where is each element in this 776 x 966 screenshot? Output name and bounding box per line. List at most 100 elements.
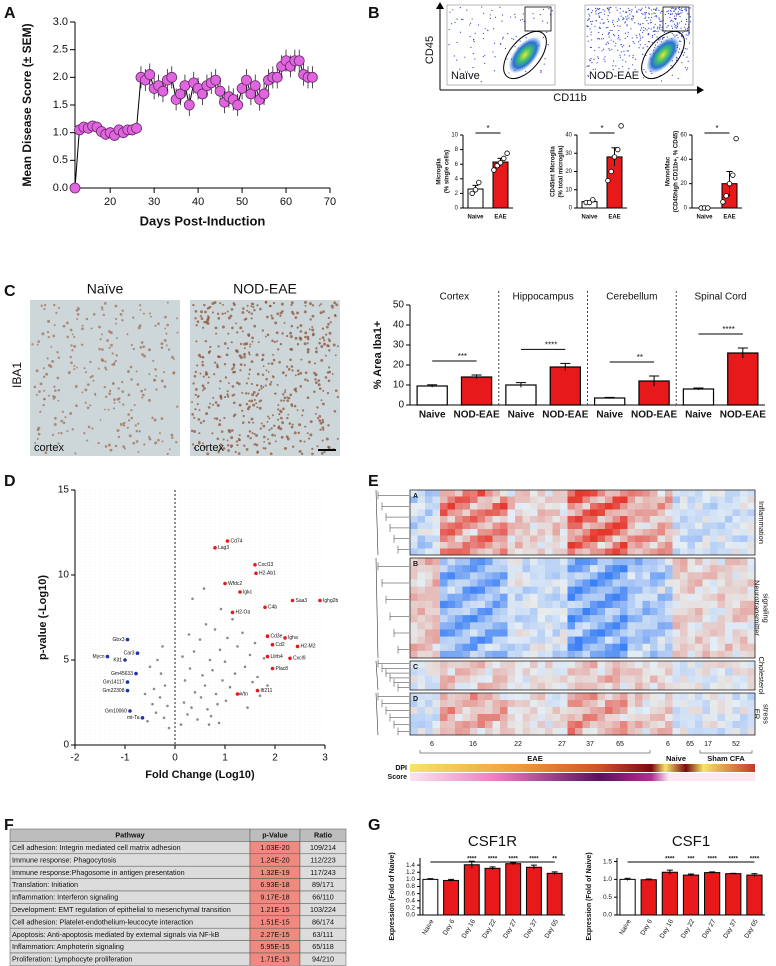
heatmap-cell <box>740 615 748 623</box>
heatmap-cell <box>537 509 546 517</box>
stain-dot <box>271 375 274 378</box>
stain-dot <box>90 327 93 330</box>
heatmap-cell <box>522 622 531 630</box>
heatmap-cell <box>432 707 441 715</box>
stain-dot <box>285 365 289 368</box>
heatmap-cell <box>462 643 471 652</box>
heatmap-cell <box>492 572 501 580</box>
heatmap-cell <box>560 661 568 669</box>
stain-dot <box>215 332 218 335</box>
flow-event <box>658 39 660 41</box>
heatmap-cell <box>552 503 561 510</box>
heatmap-cell <box>597 548 606 556</box>
stain-dot <box>286 416 289 420</box>
stain-dot <box>243 352 246 356</box>
heatmap-cell <box>612 522 621 530</box>
stain-dot <box>299 324 303 327</box>
heatmap-cell <box>462 586 471 595</box>
heatmap-cell <box>612 728 621 736</box>
heatmap-cell <box>710 522 718 530</box>
data-point <box>723 193 729 199</box>
annotation-bar <box>410 773 755 781</box>
heatmap-cell <box>440 661 448 669</box>
heatmap-cell <box>635 565 643 573</box>
x-tick-label: Day 37 <box>722 918 739 940</box>
heatmap-cell <box>567 600 576 609</box>
flow-event <box>474 32 476 35</box>
flow-event <box>676 57 678 59</box>
heatmap-cell <box>695 529 703 536</box>
table-text: 1.51E-15 <box>260 917 289 926</box>
flow-event <box>602 22 605 24</box>
point <box>196 718 199 721</box>
heatmap-cell <box>717 522 726 530</box>
heatmap-cell <box>605 643 613 652</box>
heatmap-cell <box>462 622 471 630</box>
heatmap-cell <box>710 593 718 602</box>
heatmap-cell <box>747 496 756 504</box>
stain-dot <box>201 360 204 364</box>
heatmap-cell <box>530 629 538 637</box>
heatmap-cell <box>650 572 658 580</box>
bar <box>746 874 763 916</box>
heatmap-cell <box>417 675 426 684</box>
heatmap-cell <box>665 516 673 523</box>
flow-event <box>667 25 669 27</box>
heatmap-cell <box>747 535 756 543</box>
point <box>186 713 189 716</box>
cluster-box <box>409 692 756 736</box>
flow-event <box>620 51 622 53</box>
heatmap-cell <box>627 668 636 676</box>
heatmap-cell <box>507 593 516 602</box>
flow-event <box>511 37 513 40</box>
flow-event <box>611 21 614 23</box>
flow-event <box>462 19 464 21</box>
heatmap-cell <box>747 728 756 736</box>
flow-event <box>667 10 669 12</box>
heatmap-cell <box>620 529 628 536</box>
heatmap-cell <box>582 668 591 676</box>
bar <box>682 874 700 916</box>
stain-dot <box>237 437 240 440</box>
stain-dot <box>98 347 101 351</box>
flow-event <box>624 54 626 56</box>
heatmap-cell <box>485 548 493 556</box>
heatmap-cell <box>605 516 613 523</box>
heatmap-cell <box>515 615 523 623</box>
stain-dot <box>217 316 221 320</box>
stain-dot <box>117 387 120 390</box>
heatmap-cell <box>507 600 516 609</box>
heatmap-cell <box>440 516 448 523</box>
point <box>221 679 224 682</box>
flow-event <box>645 16 647 18</box>
stain-dot <box>132 316 135 319</box>
heatmap-cell <box>627 721 636 729</box>
flow-event <box>586 24 588 27</box>
heatmap-cell <box>597 496 606 504</box>
stain-dot <box>248 373 251 376</box>
flow-event <box>658 9 660 12</box>
heatmap-cell <box>417 714 426 722</box>
heatmap-cell <box>695 509 703 517</box>
flow-event <box>681 12 683 14</box>
x-tick-label: -1 <box>121 753 130 764</box>
stain-dot <box>325 437 329 441</box>
heatmap-cell <box>657 615 666 623</box>
heatmap-cell <box>537 636 546 645</box>
heatmap-cell <box>725 608 733 616</box>
heatmap-cell <box>582 629 591 637</box>
panel-label: D <box>4 473 16 490</box>
heatmap-cell <box>747 600 756 609</box>
heatmap-cell <box>425 682 433 691</box>
heatmap-cell <box>695 643 703 652</box>
stain-dot <box>47 363 51 367</box>
heatmap-cell <box>545 586 553 595</box>
heatmap-cell <box>477 721 486 729</box>
flow-event <box>514 45 516 48</box>
heatmap-cell <box>515 661 523 669</box>
heatmap-cell <box>417 558 426 566</box>
stain-dot <box>141 396 144 399</box>
y-tick-label: 1.0 <box>603 876 612 883</box>
heatmap-cell <box>552 522 561 530</box>
flow-event <box>671 7 673 10</box>
